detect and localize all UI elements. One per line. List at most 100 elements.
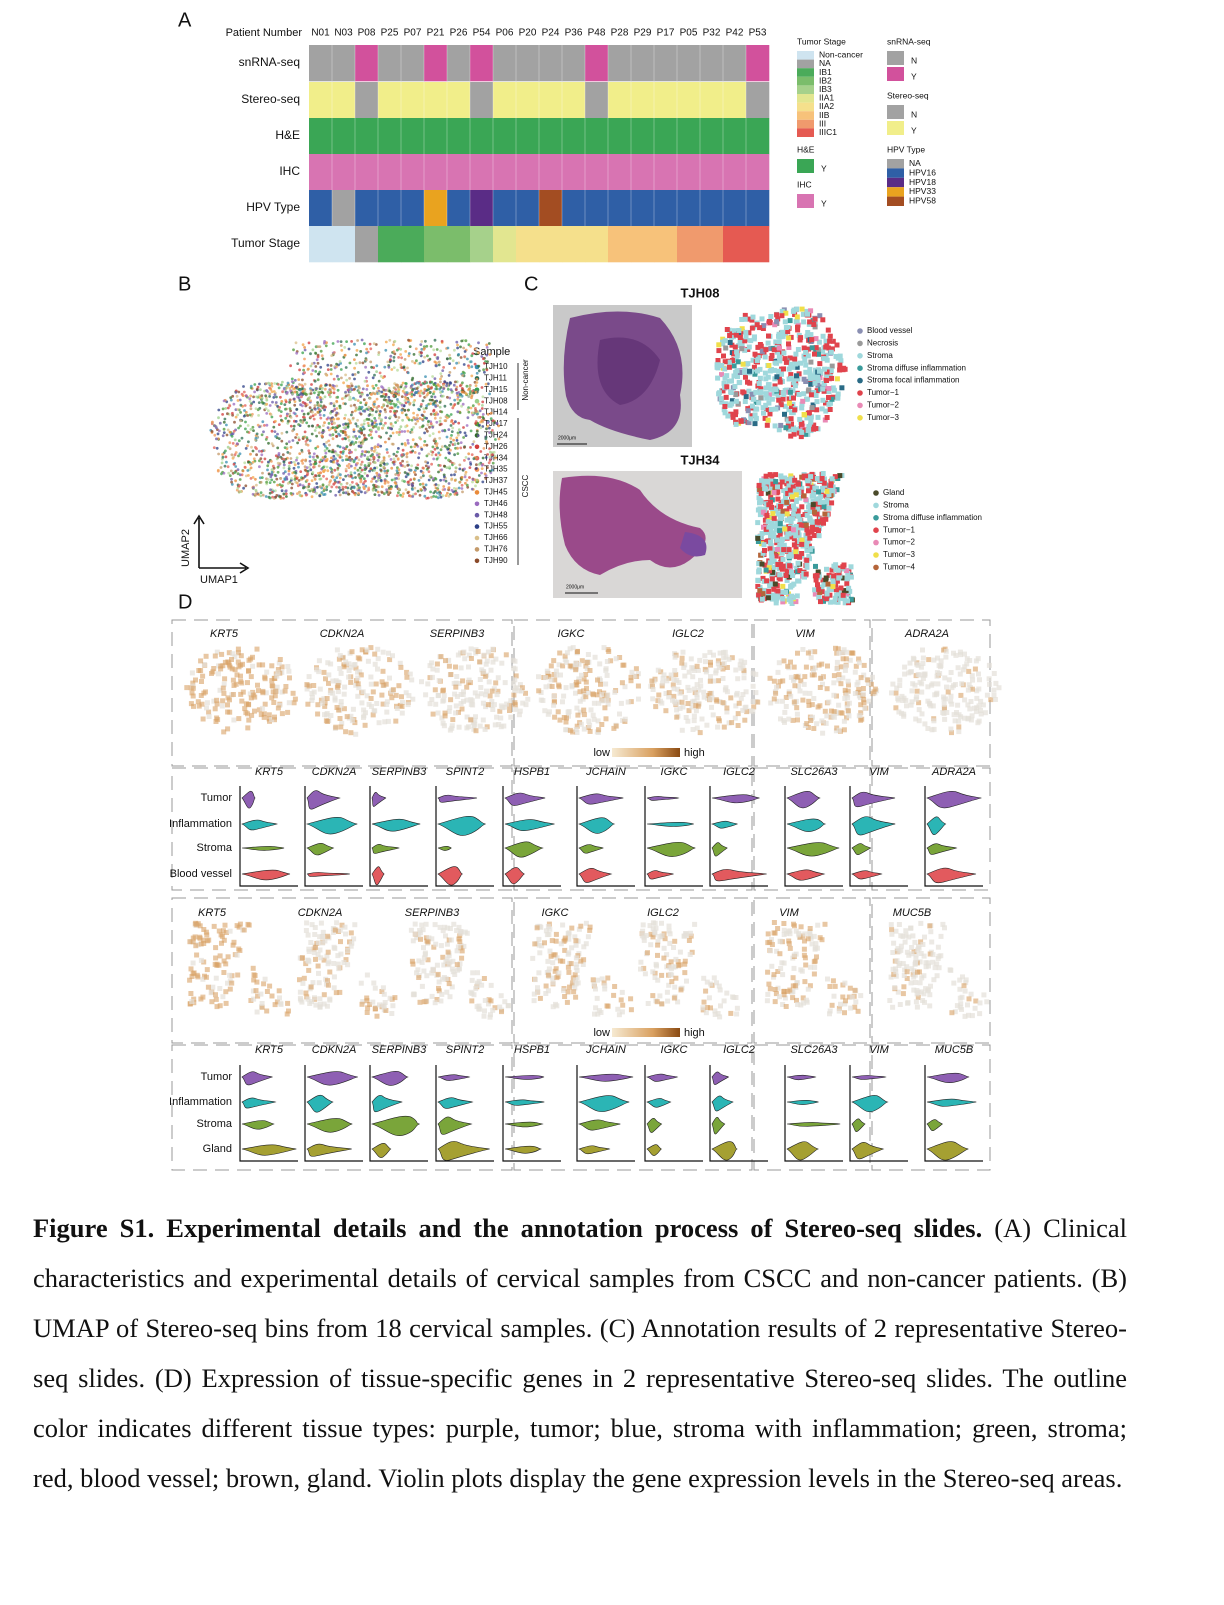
umap-point bbox=[453, 366, 456, 370]
umap-point bbox=[433, 353, 437, 357]
umap-point bbox=[455, 439, 459, 442]
umap-point bbox=[482, 417, 485, 420]
annotation-bin bbox=[838, 358, 844, 364]
umap-point bbox=[376, 478, 380, 482]
annotation-bin bbox=[782, 411, 787, 417]
umap-point bbox=[412, 477, 416, 481]
umap-point bbox=[423, 380, 427, 384]
umap-point bbox=[445, 381, 449, 385]
cell bbox=[539, 118, 563, 155]
umap-point bbox=[372, 456, 376, 460]
umap-point bbox=[274, 495, 278, 499]
spatial-bin bbox=[618, 700, 624, 706]
cell bbox=[631, 45, 655, 82]
legend-dot bbox=[474, 524, 480, 529]
spatial-bin bbox=[458, 692, 464, 697]
spatial-bin bbox=[219, 651, 225, 657]
spatial-bin bbox=[215, 671, 221, 677]
annotation-bin bbox=[746, 388, 752, 394]
umap-point bbox=[428, 391, 432, 395]
umap-point bbox=[267, 460, 270, 464]
annotation-bin bbox=[794, 318, 800, 324]
annotation-bin bbox=[771, 367, 777, 373]
annotation-bin bbox=[779, 479, 785, 485]
umap-point bbox=[316, 345, 320, 348]
umap-point bbox=[469, 462, 473, 466]
umap-point bbox=[359, 455, 363, 458]
annotation-bin bbox=[751, 336, 757, 342]
umap-point bbox=[222, 399, 226, 403]
annotation-bin bbox=[779, 539, 785, 544]
annotation-bin bbox=[821, 520, 826, 526]
umap-point bbox=[338, 464, 341, 468]
umap-point bbox=[358, 386, 361, 390]
umap-point bbox=[355, 456, 359, 459]
umap-point bbox=[382, 388, 386, 392]
annotation-bin bbox=[841, 365, 847, 371]
umap-point bbox=[280, 400, 284, 403]
cell bbox=[700, 82, 724, 119]
umap-point bbox=[472, 457, 476, 461]
umap-point bbox=[384, 340, 388, 344]
spatial-bin bbox=[478, 691, 484, 697]
umap-point bbox=[444, 494, 448, 497]
annotation-bin bbox=[788, 551, 794, 557]
umap-point bbox=[453, 479, 457, 482]
spatial-bin bbox=[375, 666, 380, 672]
umap-point bbox=[234, 479, 238, 483]
legend-dot bbox=[474, 547, 480, 552]
umap-point bbox=[454, 388, 458, 392]
umap-point bbox=[388, 358, 392, 361]
annotation-bin bbox=[778, 504, 783, 509]
spatial-bin bbox=[343, 659, 349, 665]
umap-point bbox=[410, 428, 414, 432]
umap-point bbox=[318, 460, 322, 464]
annotation-bin bbox=[819, 476, 825, 482]
annotation-bin bbox=[775, 316, 781, 322]
umap-point bbox=[491, 453, 494, 457]
umap-point bbox=[440, 394, 444, 398]
annotation-bin bbox=[825, 581, 831, 587]
annotation-bin bbox=[763, 402, 769, 408]
umap-point bbox=[222, 427, 226, 431]
umap-point bbox=[268, 496, 272, 500]
umap-point bbox=[397, 487, 401, 491]
umap-point bbox=[471, 404, 475, 408]
annotation-bin bbox=[795, 327, 801, 333]
spatial-bin bbox=[348, 730, 354, 736]
umap-point bbox=[331, 437, 335, 441]
umap-point bbox=[374, 410, 378, 414]
umap-point bbox=[413, 361, 417, 365]
umap-point bbox=[402, 365, 406, 369]
annotation-bin bbox=[816, 533, 822, 539]
umap-point bbox=[429, 402, 433, 405]
legend-label: Tumor−1 bbox=[867, 388, 899, 397]
umap-point bbox=[462, 436, 465, 439]
umap-point bbox=[326, 426, 330, 429]
umap-point bbox=[243, 461, 247, 465]
annotation-bin bbox=[779, 313, 785, 319]
annotation-bin bbox=[730, 414, 736, 420]
spatial-bin bbox=[525, 696, 531, 702]
umap-point bbox=[293, 478, 297, 481]
umap-point bbox=[392, 359, 396, 363]
legend-swatch bbox=[797, 76, 814, 86]
umap-point bbox=[269, 387, 273, 391]
spatial-bin bbox=[245, 680, 250, 686]
spatial-bin bbox=[245, 711, 250, 717]
umap-point bbox=[301, 378, 304, 382]
spatial-bin bbox=[435, 693, 441, 699]
annotation-bin bbox=[788, 375, 794, 381]
spatial-bin bbox=[485, 702, 491, 708]
umap-point bbox=[480, 407, 484, 410]
umap-point bbox=[407, 418, 411, 422]
spatial-bin bbox=[240, 689, 246, 695]
umap-point bbox=[356, 461, 359, 465]
cell bbox=[309, 226, 333, 263]
annotation-bin bbox=[771, 390, 777, 396]
annotation-bin bbox=[813, 393, 819, 398]
umap-point bbox=[470, 487, 474, 491]
annotation-bin bbox=[775, 594, 781, 600]
umap-point bbox=[373, 493, 377, 496]
legend-label: Necrosis bbox=[867, 339, 898, 348]
